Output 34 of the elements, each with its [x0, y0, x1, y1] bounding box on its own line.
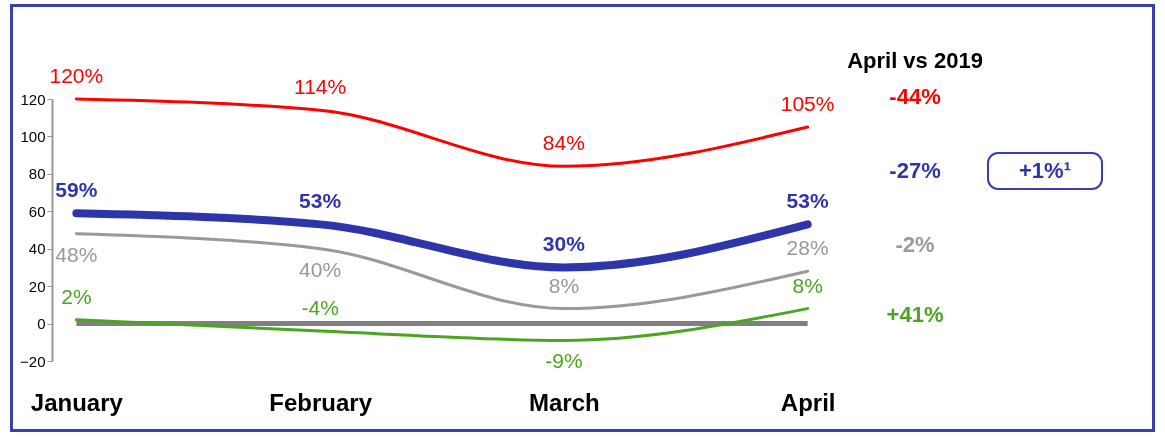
y-tick-label: 100: [20, 127, 46, 145]
text: April vs 2019: [847, 48, 983, 73]
data-label: 30%: [542, 232, 586, 256]
y-tick-label: 20: [28, 277, 46, 295]
data-label: 8%: [548, 273, 580, 297]
text: -27%: [889, 158, 941, 183]
data-label: 114%: [294, 75, 347, 99]
y-tick-label: 0: [37, 315, 46, 333]
data-label: 2%: [61, 284, 92, 308]
x-tick-label: January: [30, 388, 124, 416]
text: +41%: [886, 302, 944, 327]
y-tick-label: 120: [20, 90, 46, 108]
data-label: 84%: [542, 131, 585, 155]
text: -44%: [889, 84, 941, 109]
data-label: 120%: [49, 64, 104, 87]
data-label: 59%: [55, 178, 98, 202]
text: +1%¹: [1019, 158, 1071, 183]
data-label: -4%: [301, 296, 339, 320]
data-label: 8%: [792, 273, 823, 297]
x-tick-label: April: [780, 388, 836, 416]
data-label: 28%: [786, 236, 829, 260]
y-tick-label: 60: [28, 202, 46, 220]
y-tick-label: −20: [20, 352, 46, 370]
data-label: -9%: [545, 349, 583, 373]
y-tick-label: 80: [28, 165, 46, 183]
y-tick-label: 40: [28, 240, 46, 258]
x-tick-label: March: [529, 388, 600, 416]
data-label: 48%: [55, 242, 98, 266]
data-label: 105%: [780, 92, 835, 116]
data-label: 53%: [786, 189, 829, 213]
text: -2%: [895, 232, 935, 257]
data-label: 40%: [299, 257, 342, 281]
data-label: 53%: [299, 189, 342, 213]
x-tick-label: February: [269, 388, 373, 416]
